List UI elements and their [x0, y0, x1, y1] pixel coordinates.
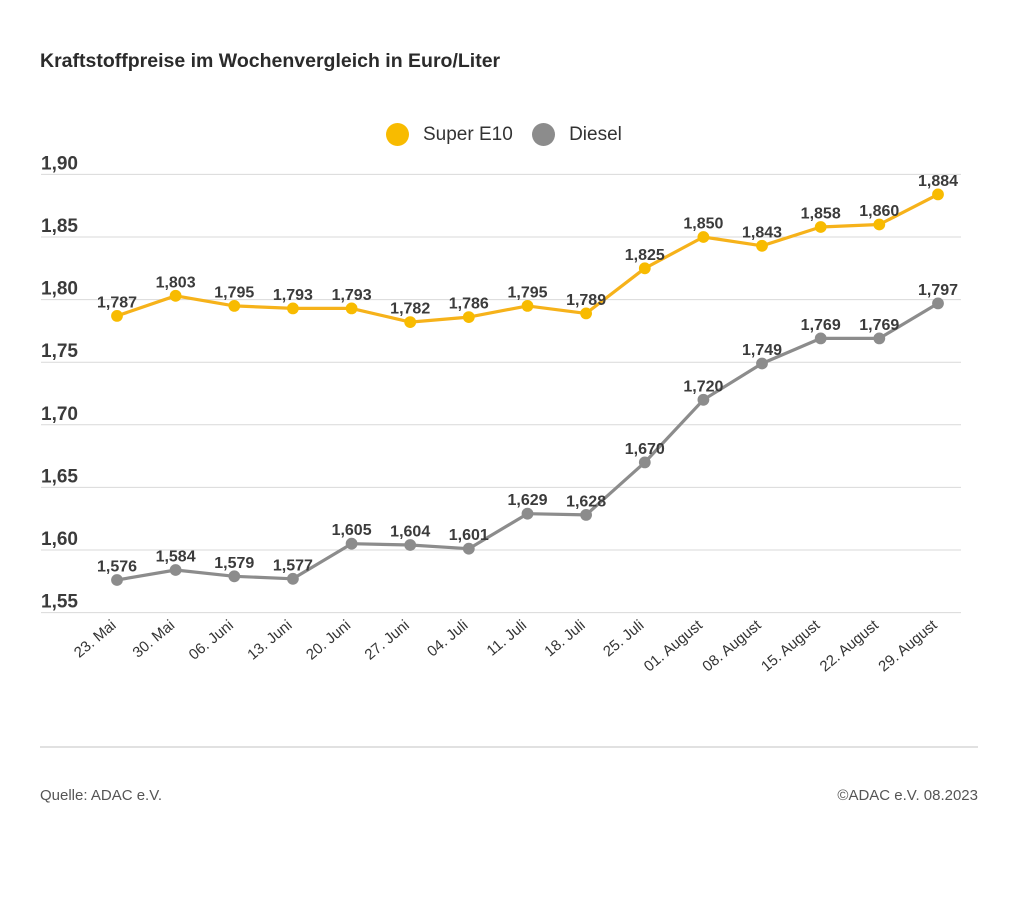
- svg-text:1,577: 1,577: [273, 557, 313, 574]
- svg-text:1,629: 1,629: [507, 492, 547, 509]
- svg-text:1,793: 1,793: [273, 287, 313, 304]
- svg-text:1,90: 1,90: [41, 153, 78, 174]
- svg-text:1,60: 1,60: [41, 529, 78, 550]
- svg-text:1,789: 1,789: [566, 292, 606, 309]
- svg-text:1,579: 1,579: [214, 555, 254, 572]
- svg-text:1,860: 1,860: [859, 203, 899, 220]
- svg-text:1,55: 1,55: [41, 592, 78, 613]
- svg-text:27. Juni: 27. Juni: [362, 617, 413, 664]
- svg-text:25. Juli: 25. Juli: [600, 617, 647, 661]
- svg-text:1,628: 1,628: [566, 493, 606, 510]
- svg-text:1,825: 1,825: [625, 247, 665, 264]
- svg-text:1,782: 1,782: [390, 301, 430, 318]
- svg-text:22. August: 22. August: [817, 616, 883, 675]
- svg-text:1,795: 1,795: [507, 284, 547, 301]
- svg-text:1,85: 1,85: [41, 216, 78, 237]
- svg-text:1,769: 1,769: [859, 317, 899, 334]
- svg-text:1,605: 1,605: [332, 522, 372, 539]
- svg-text:1,670: 1,670: [625, 441, 665, 458]
- svg-text:20. Juni: 20. Juni: [303, 617, 354, 664]
- svg-text:06. Juni: 06. Juni: [186, 617, 237, 664]
- svg-text:1,858: 1,858: [801, 206, 841, 223]
- svg-text:1,720: 1,720: [683, 378, 723, 395]
- svg-text:1,884: 1,884: [918, 173, 958, 190]
- svg-text:11. Juli: 11. Juli: [484, 617, 530, 660]
- svg-text:1,65: 1,65: [41, 466, 78, 487]
- svg-text:1,803: 1,803: [156, 274, 196, 291]
- svg-text:04. Juli: 04. Juli: [424, 617, 471, 661]
- svg-text:30. Mai: 30. Mai: [130, 617, 179, 662]
- svg-text:1,793: 1,793: [332, 287, 372, 304]
- svg-text:1,75: 1,75: [41, 341, 78, 362]
- svg-text:1,843: 1,843: [742, 224, 782, 241]
- svg-text:1,70: 1,70: [41, 404, 78, 425]
- svg-text:1,749: 1,749: [742, 342, 782, 359]
- svg-text:1,850: 1,850: [683, 216, 723, 233]
- svg-text:1,786: 1,786: [449, 296, 489, 313]
- svg-text:1,584: 1,584: [156, 549, 196, 566]
- svg-text:1,604: 1,604: [390, 524, 430, 541]
- svg-text:1,80: 1,80: [41, 279, 78, 300]
- svg-text:1,769: 1,769: [801, 317, 841, 334]
- svg-text:1,576: 1,576: [97, 559, 137, 576]
- svg-text:1,601: 1,601: [449, 527, 489, 544]
- svg-text:18. Juli: 18. Juli: [541, 617, 588, 661]
- svg-text:15. August: 15. August: [758, 616, 824, 675]
- svg-text:08. August: 08. August: [699, 616, 765, 675]
- svg-text:29. August: 29. August: [875, 616, 941, 675]
- svg-text:1,797: 1,797: [918, 282, 958, 299]
- svg-text:01. August: 01. August: [641, 616, 707, 675]
- svg-text:1,795: 1,795: [214, 284, 254, 301]
- svg-text:23. Mai: 23. Mai: [71, 617, 120, 662]
- svg-text:1,787: 1,787: [97, 294, 137, 311]
- svg-text:13. Juni: 13. Juni: [244, 617, 295, 664]
